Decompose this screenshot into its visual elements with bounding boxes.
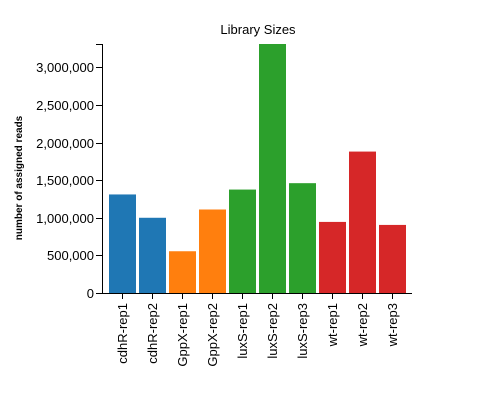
- bar-luxS-rep1: [229, 190, 256, 293]
- x-tick-label: wt-rep1: [325, 303, 340, 347]
- y-tick-label: 3,000,000: [36, 60, 94, 75]
- bar-GppX-rep1: [169, 251, 196, 293]
- x-tick-label: GppX-rep2: [205, 303, 220, 367]
- y-axis-line: [96, 45, 103, 294]
- plot-area: 0 500,000 1,000,000 1,500,000 2,000,000 2,500…: [36, 44, 412, 367]
- bar-wt-rep3: [379, 225, 406, 293]
- x-tick-label: luxS-rep3: [295, 303, 310, 359]
- x-tick-label: cdhR-rep1: [115, 303, 130, 364]
- y-tick-label: 0: [87, 286, 94, 301]
- x-tick-label: cdhR-rep2: [145, 303, 160, 364]
- y-axis-label: number of assigned reads: [14, 115, 25, 240]
- bar-wt-rep2: [349, 152, 376, 293]
- bar-GppX-rep2: [199, 209, 226, 293]
- y-tick-label: 500,000: [47, 248, 94, 263]
- chart-title: Library Sizes: [220, 22, 296, 37]
- bar-luxS-rep2: [259, 44, 286, 293]
- bar-wt-rep1: [319, 222, 346, 293]
- y-tick-label: 2,000,000: [36, 136, 94, 151]
- y-tick-label: 1,000,000: [36, 211, 94, 226]
- x-tick-label: wt-rep3: [385, 303, 400, 347]
- y-tick-label: 1,500,000: [36, 173, 94, 188]
- bar-cdhR-rep2: [139, 218, 166, 293]
- y-tick-label: 2,500,000: [36, 98, 94, 113]
- x-tick-label: luxS-rep2: [265, 303, 280, 359]
- bar-luxS-rep3: [289, 183, 316, 293]
- x-tick-label: luxS-rep1: [235, 303, 250, 359]
- bar-cdhR-rep1: [109, 194, 136, 293]
- x-tick-label: GppX-rep1: [175, 303, 190, 367]
- x-tick-label: wt-rep2: [355, 303, 370, 347]
